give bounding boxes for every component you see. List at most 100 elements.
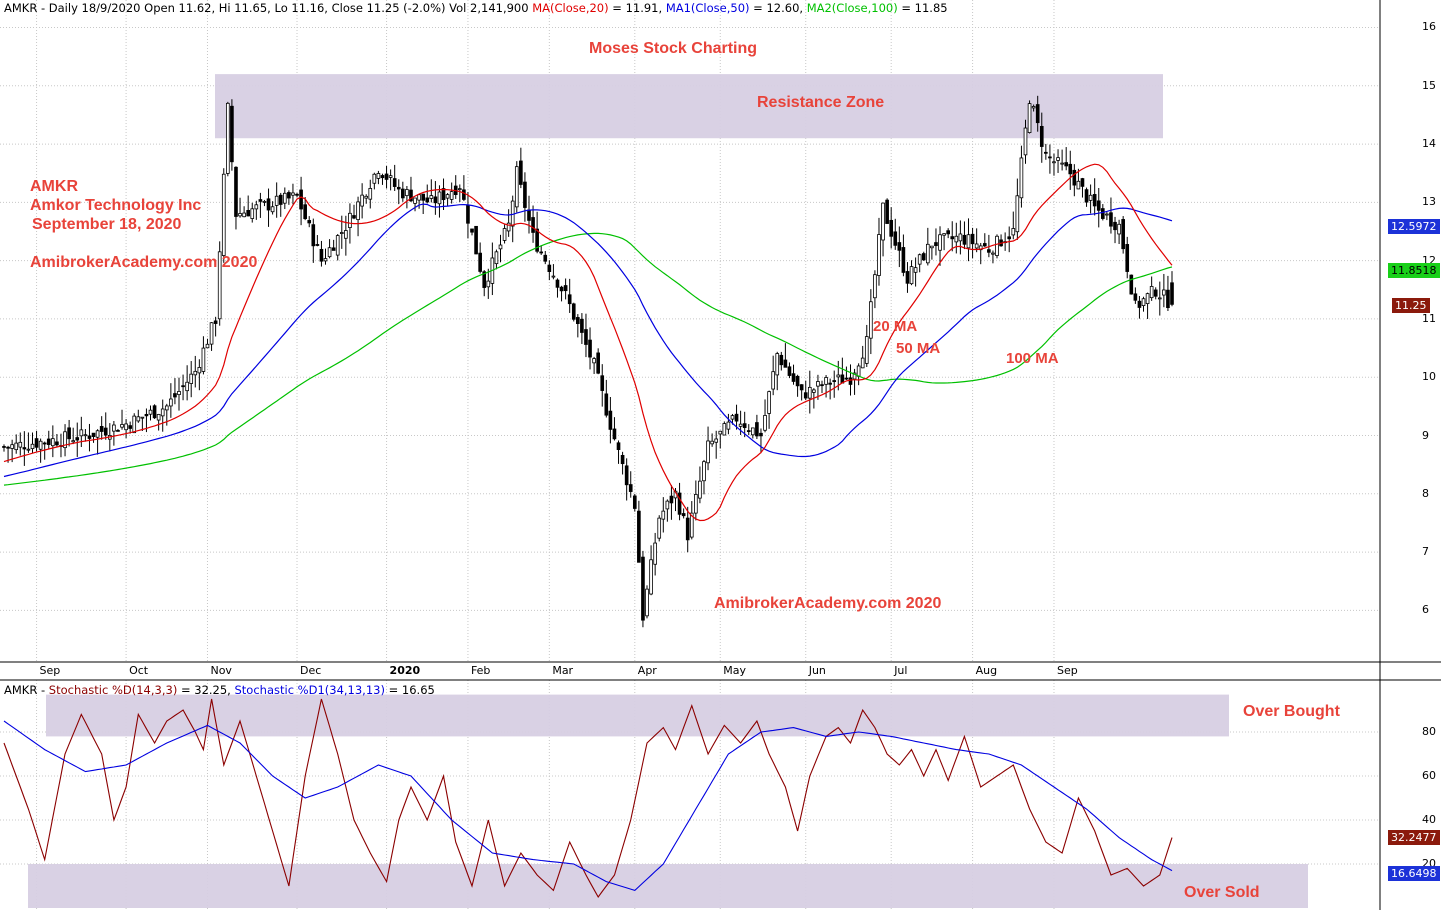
candle-body (1125, 244, 1130, 272)
stochastic-slow-line (3, 720, 1173, 892)
candle-body (441, 188, 446, 201)
candle-body (576, 317, 580, 324)
candle-body (563, 285, 568, 292)
candle-body (974, 243, 979, 249)
candle-body (592, 358, 596, 364)
candle-body (799, 384, 804, 391)
candle-body (217, 251, 222, 320)
candle-body (836, 374, 841, 378)
candle-body (791, 373, 796, 382)
candle-body (995, 235, 999, 256)
candle-body (372, 173, 377, 184)
candle-body (348, 212, 352, 228)
ma50-value-tag: 12.5972 (1388, 219, 1440, 234)
month-axis-tick: May (723, 664, 746, 677)
candle-body (913, 267, 918, 273)
candle-body (103, 427, 108, 436)
candle-body (352, 215, 356, 219)
candle-body (946, 230, 950, 235)
candle-body (1149, 286, 1154, 299)
watermark-top: AmibrokerAcademy.com 2020 (30, 254, 258, 271)
candle-body (925, 243, 930, 264)
candle-body (1007, 236, 1012, 240)
candle-body (1170, 282, 1174, 305)
candle-body (991, 252, 995, 255)
candle-body (1153, 289, 1158, 297)
candle-body (197, 367, 202, 374)
candle-body (759, 432, 763, 437)
candle-body (1137, 300, 1142, 308)
candle-body (1019, 157, 1024, 199)
candle-body (120, 424, 124, 428)
candle-body (1166, 289, 1170, 309)
candle-body (885, 199, 889, 224)
candle-body (38, 440, 43, 450)
candle-body (1072, 169, 1077, 186)
candle-body (832, 380, 837, 382)
candle-body (1092, 194, 1097, 207)
candle-body (746, 430, 751, 432)
candle-body (527, 209, 531, 221)
candle-body (738, 423, 743, 427)
candle-body (856, 365, 861, 377)
candle-body (889, 219, 894, 237)
ma20-annotation: 20 MA (873, 318, 918, 335)
candle-body (620, 454, 625, 465)
candle-body (99, 426, 104, 432)
resistance-zone-label: Resistance Zone (757, 94, 885, 111)
candle-body (177, 391, 181, 396)
stochastic-prefix: AMKR - (4, 683, 49, 697)
candle-body (18, 441, 23, 448)
candle-body (689, 512, 694, 538)
candle-body (779, 354, 784, 366)
price-axis-tick: 9 (1422, 428, 1429, 442)
candle-body (1157, 297, 1162, 300)
price-gridlines (0, 0, 1380, 662)
candle-body (905, 271, 910, 284)
candle-body (1048, 156, 1052, 159)
candle-body (921, 253, 926, 261)
candle-body (1023, 127, 1028, 156)
candle-body (140, 416, 145, 419)
candle-body (429, 195, 434, 199)
candle-body (396, 186, 401, 190)
candle-body (148, 409, 153, 415)
candle-body (987, 249, 991, 253)
month-axis-tick: Feb (470, 664, 491, 677)
candle-body (51, 438, 55, 447)
candle-body (962, 234, 967, 245)
month-axis-tick: Apr (637, 664, 657, 677)
candle-body (136, 416, 141, 422)
candle-body (555, 279, 560, 288)
candle-body (409, 189, 413, 202)
candle-body (966, 234, 971, 249)
candle-body (6, 446, 10, 449)
candle-body (291, 192, 295, 196)
candle-body (523, 181, 527, 208)
stoch-slow-value-tag: 16.6498 (1388, 866, 1440, 881)
candle-body (722, 423, 727, 436)
candle-body (87, 435, 92, 439)
price-axis-tick: 11 (1422, 311, 1436, 325)
candle-body (502, 228, 507, 241)
month-axis-tick: Jun (808, 664, 826, 677)
candle-body (653, 542, 657, 565)
candle-body (852, 372, 857, 380)
candle-body (677, 492, 682, 515)
candle-body (79, 429, 84, 437)
candle-body (803, 392, 808, 399)
candle-body (873, 274, 877, 299)
price-axis-tick: 7 (1422, 545, 1429, 559)
ma100-legend: MA2(Close,100) (806, 1, 898, 15)
stoch-fast-value-tag: 32.2477 (1388, 830, 1440, 845)
candle-body (95, 430, 100, 438)
price-axis-tick: 15 (1422, 78, 1436, 92)
candle-body (755, 422, 759, 437)
candle-body (706, 440, 710, 464)
candle-body (608, 410, 613, 430)
candle-body (787, 366, 792, 376)
candle-body (783, 359, 788, 368)
candle-body (824, 377, 828, 385)
candle-body (445, 194, 450, 199)
candle-body (83, 434, 88, 437)
